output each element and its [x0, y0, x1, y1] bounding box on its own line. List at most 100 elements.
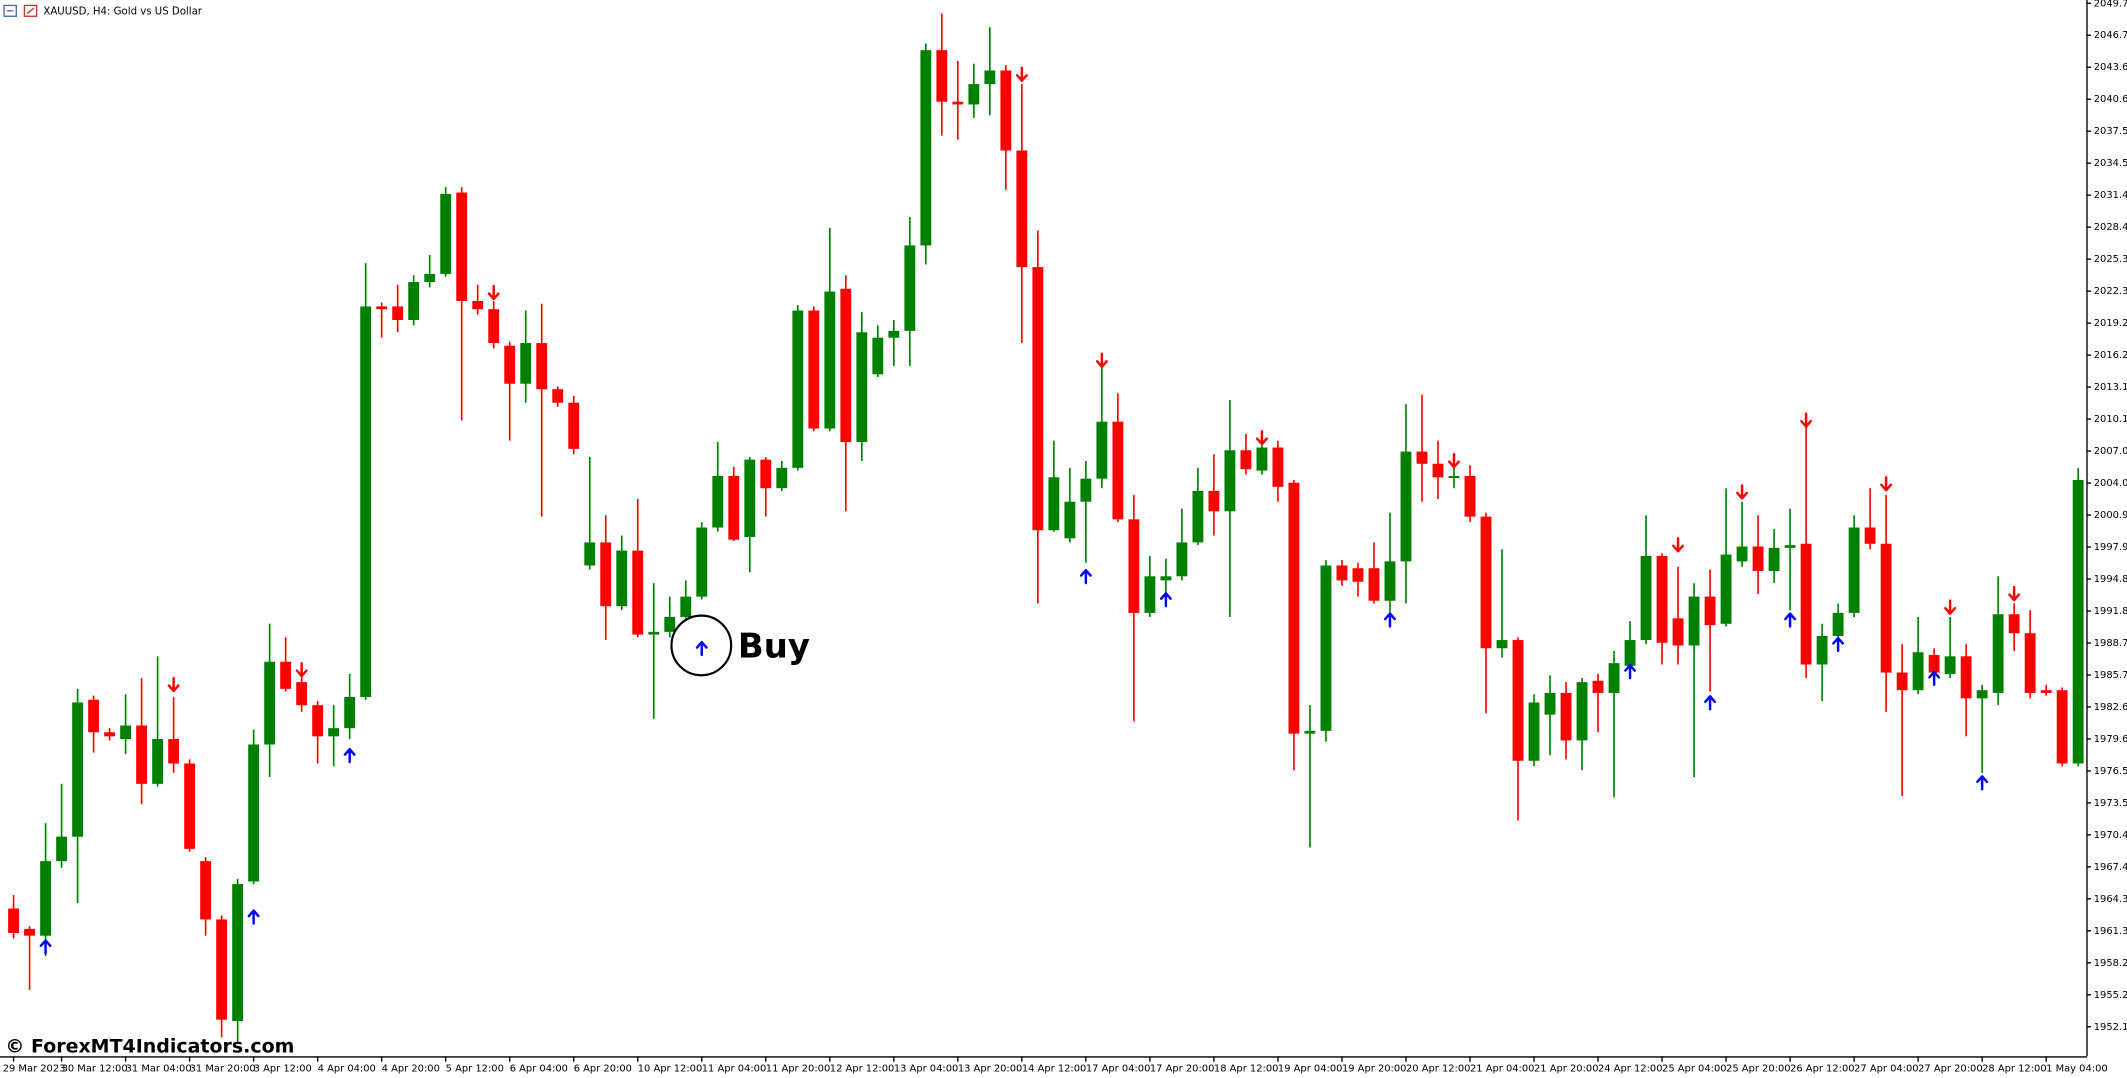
y-tick-label: 2037.55 [2094, 126, 2127, 137]
candle-body [56, 836, 68, 862]
y-tick-label: 1973.50 [2094, 798, 2127, 809]
y-tick-label: 2043.65 [2094, 62, 2127, 73]
chart-title: XAUUSD, H4: Gold vs US Dollar [43, 7, 202, 18]
candle-body [1624, 640, 1636, 666]
candle-body [776, 467, 788, 489]
candle-body [456, 192, 468, 301]
y-tick-label: 2031.45 [2094, 190, 2127, 201]
candle-body [1208, 490, 1220, 512]
x-tick-label: 21 Apr 20:00 [1534, 1064, 1599, 1075]
y-tick-label: 1961.30 [2094, 926, 2127, 937]
y-tick-label: 1988.75 [2094, 638, 2127, 649]
candle-body [2040, 690, 2052, 693]
candle-body [1896, 672, 1908, 691]
candle-body [1544, 692, 1556, 715]
candle-body [600, 542, 612, 607]
candle-body [1032, 267, 1044, 531]
x-tick-label: 21 Apr 04:00 [1470, 1064, 1535, 1075]
candle-body [296, 682, 308, 706]
candle-body [2024, 633, 2036, 693]
x-tick-label: 30 Mar 12:00 [62, 1064, 128, 1075]
y-tick-label: 2000.95 [2094, 510, 2127, 521]
candle-body [872, 337, 884, 375]
candle-body [984, 70, 996, 85]
sell-arrow [1095, 352, 1108, 368]
y-tick-label: 2022.30 [2094, 286, 2127, 297]
symbol-icons [3, 4, 38, 17]
candle-body [1112, 421, 1124, 520]
candle-body [1352, 568, 1364, 582]
candle-body [568, 402, 580, 449]
candle-body [1752, 546, 1764, 571]
candle-body [1720, 554, 1732, 624]
y-tick-label: 1952.15 [2094, 1022, 2127, 1033]
candle-body [440, 193, 452, 274]
x-tick-label: 25 Apr 04:00 [1662, 1064, 1727, 1075]
candle-body [856, 332, 868, 443]
x-tick-label: 31 Mar 04:00 [126, 1064, 192, 1075]
candle-body [1976, 690, 1988, 699]
y-tick-label: 2049.75 [2094, 0, 2127, 9]
sell-arrow [1944, 599, 1957, 615]
candle-body [1640, 555, 1652, 641]
x-tick-label: 13 Apr 20:00 [958, 1064, 1023, 1075]
sell-arrow [1672, 537, 1685, 553]
candle-body [1944, 656, 1956, 674]
candle-body [120, 725, 132, 740]
candle-body [1256, 447, 1268, 471]
sell-arrow [2008, 585, 2021, 602]
candle-body [1704, 596, 1716, 626]
candle-body [648, 631, 660, 635]
x-tick-label: 12 Apr 12:00 [830, 1064, 895, 1075]
candle-body [360, 306, 372, 698]
x-tick-label: 10 Apr 12:00 [638, 1064, 703, 1075]
buy-arrow [1928, 670, 1941, 687]
candle-body [1688, 596, 1700, 646]
candle-body [1656, 555, 1668, 643]
x-tick-label: 26 Apr 12:00 [1790, 1064, 1855, 1075]
candle-body [312, 705, 324, 737]
candle-body [328, 728, 340, 737]
candle-body [1224, 450, 1236, 512]
x-tick-label: 6 Apr 04:00 [510, 1064, 568, 1075]
candle-body [1784, 545, 1796, 548]
candle-body [2072, 480, 2084, 764]
candle-body [1496, 640, 1508, 649]
candle-body [1480, 516, 1492, 649]
candle-body [2056, 690, 2068, 764]
y-tick-label: 1955.20 [2094, 990, 2127, 1001]
candle-body [1368, 568, 1380, 601]
candle-body [216, 919, 228, 1020]
candle-body [152, 739, 164, 784]
y-tick-label: 1958.25 [2094, 958, 2127, 969]
candle-body [472, 300, 484, 310]
candle-body [520, 343, 532, 384]
candle-body [536, 343, 548, 390]
candle-body [904, 245, 916, 331]
candle-body [280, 661, 292, 689]
y-tick-label: 2034.50 [2094, 158, 2127, 169]
y-tick-label: 1970.45 [2094, 830, 2127, 841]
candle-body [1320, 565, 1332, 731]
buy-arrow [695, 640, 708, 657]
x-tick-label: 18 Apr 12:00 [1214, 1064, 1279, 1075]
x-tick-label: 3 Apr 12:00 [254, 1064, 312, 1075]
buy-arrow [1624, 663, 1636, 680]
annotation-circle [670, 614, 733, 677]
candle-body [168, 739, 180, 764]
sell-arrow [1800, 412, 1813, 428]
x-tick-label: 24 Apr 12:00 [1598, 1064, 1663, 1075]
candle-body [1176, 542, 1188, 577]
candle-body [968, 84, 980, 105]
candle-body [1672, 618, 1684, 646]
y-tick-label: 1991.80 [2094, 606, 2127, 617]
candle-body [1576, 682, 1588, 741]
x-tick-label: 4 Apr 04:00 [318, 1064, 376, 1075]
candle-body [1768, 547, 1780, 571]
candle-body [8, 908, 19, 933]
y-tick-label: 2013.15 [2094, 382, 2127, 393]
x-tick-label: 29 Mar 2023 [3, 1064, 66, 1075]
y-tick-label: 1982.65 [2094, 702, 2127, 713]
buy-arrow [1384, 612, 1396, 628]
